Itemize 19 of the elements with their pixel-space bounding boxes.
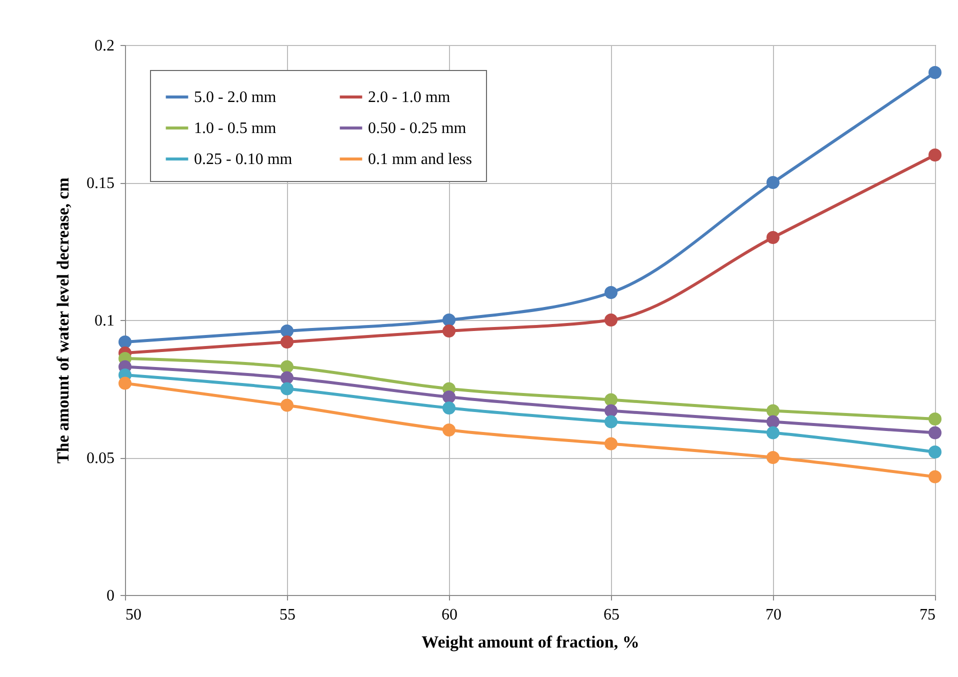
y-tick-label: 0.05 [86, 450, 114, 467]
x-tick-label: 55 [280, 606, 296, 624]
x-tick-label: 50 [126, 606, 142, 624]
legend-label: 5.0 - 2.0 mm [194, 89, 277, 106]
x-tick-label: 60 [442, 606, 458, 624]
y-axis-title: The amount of water level decrease, cm [54, 178, 72, 464]
y-tick-label: 0.2 [94, 38, 114, 54]
y-tick-label: 0.15 [86, 175, 114, 192]
y-tick-label: 0.1 [94, 312, 114, 330]
legend-label: 2.0 - 1.0 mm [368, 89, 451, 106]
x-tick-label: 70 [766, 606, 782, 624]
x-tick-label: 65 [604, 606, 620, 624]
legend-label: 1.0 - 0.5 mm [194, 120, 277, 137]
x-axis-title: Weight amount of fraction, % [422, 632, 640, 652]
legend-label: 0.25 - 0.10 mm [194, 151, 293, 168]
x-tick-label: 75 [920, 606, 936, 624]
legend-label: 0.50 - 0.25 mm [368, 120, 467, 137]
legend-label: 0.1 mm and less [368, 151, 472, 168]
y-tick-label: 0 [106, 588, 114, 604]
